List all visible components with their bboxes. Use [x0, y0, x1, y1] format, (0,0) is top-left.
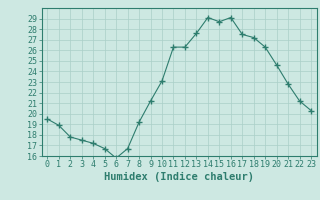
X-axis label: Humidex (Indice chaleur): Humidex (Indice chaleur)	[104, 172, 254, 182]
